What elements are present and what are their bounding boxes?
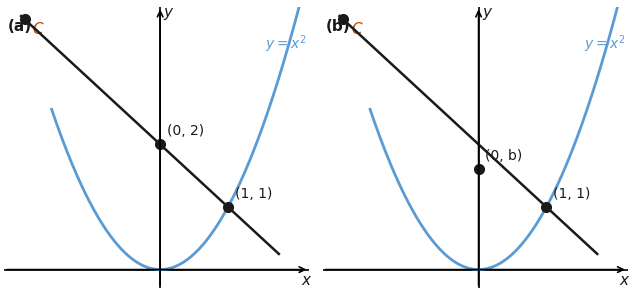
Text: (a): (a) <box>8 19 31 34</box>
Text: x: x <box>301 273 310 288</box>
Text: (0, 2): (0, 2) <box>167 124 204 138</box>
Text: (b): (b) <box>326 19 351 34</box>
Text: C: C <box>351 22 362 37</box>
Text: y: y <box>164 5 173 20</box>
Text: (1, 1): (1, 1) <box>235 187 272 201</box>
Text: $y = x^2$: $y = x^2$ <box>584 34 626 55</box>
Text: y: y <box>482 5 491 20</box>
Text: (0, b): (0, b) <box>485 149 522 163</box>
Text: C: C <box>33 22 44 37</box>
Text: $y = x^2$: $y = x^2$ <box>265 34 307 55</box>
Text: (1, 1): (1, 1) <box>553 187 590 201</box>
Text: x: x <box>620 273 629 288</box>
